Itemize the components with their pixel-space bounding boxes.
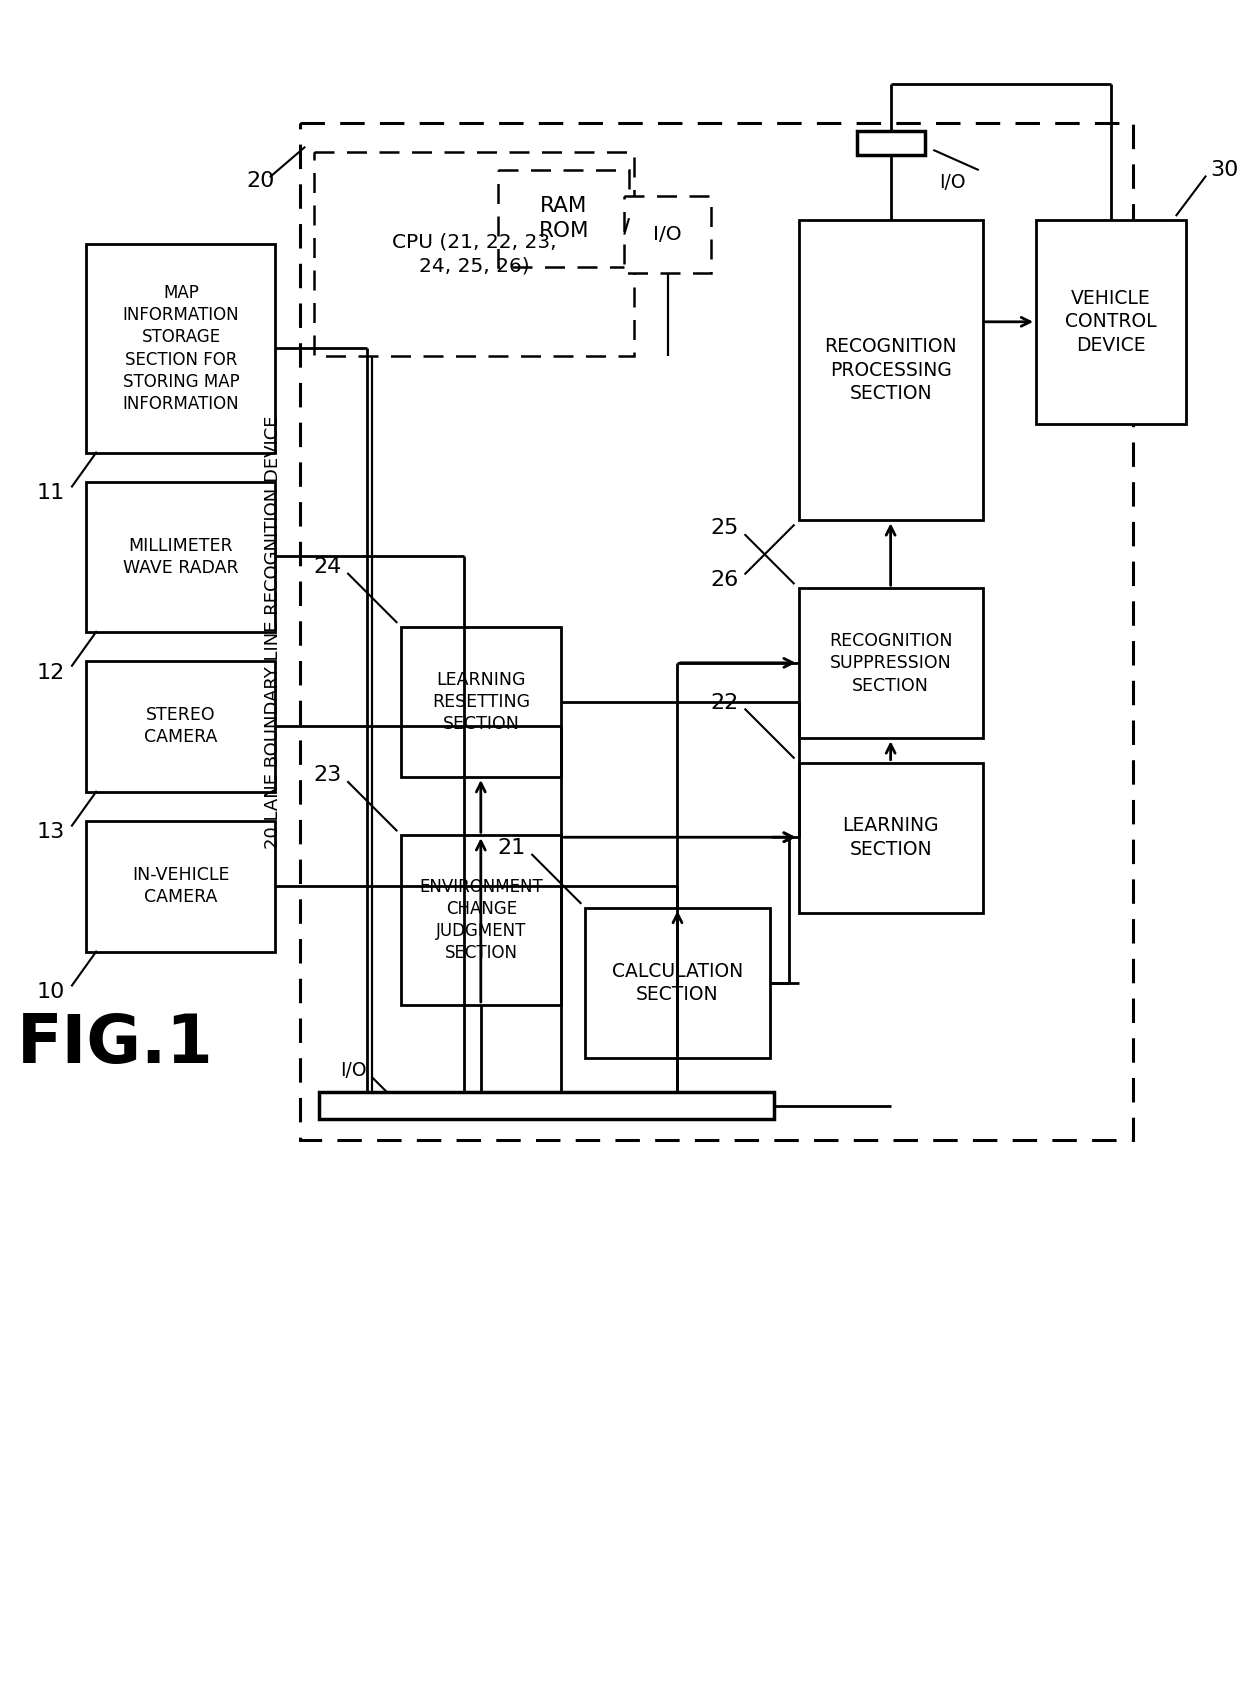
Bar: [799, 763, 982, 912]
Text: 11: 11: [37, 483, 66, 503]
Text: 23: 23: [312, 765, 341, 785]
Text: RECOGNITION
SUPPRESSION
SECTION: RECOGNITION SUPPRESSION SECTION: [828, 632, 952, 694]
Text: VEHICLE
CONTROL
DEVICE: VEHICLE CONTROL DEVICE: [1065, 289, 1157, 355]
Text: 10: 10: [37, 983, 66, 1002]
Text: ENVIRONMENT
CHANGE
JUDGMENT
SECTION: ENVIRONMENT CHANGE JUDGMENT SECTION: [419, 878, 543, 963]
Bar: [87, 481, 275, 632]
Bar: [87, 821, 275, 951]
Text: 22: 22: [711, 692, 739, 713]
Bar: [87, 245, 275, 453]
Text: LEARNING
SECTION: LEARNING SECTION: [842, 816, 939, 860]
Bar: [314, 152, 634, 356]
Text: 13: 13: [37, 823, 66, 843]
Text: I/O: I/O: [340, 1061, 366, 1081]
Text: CALCULATION
SECTION: CALCULATION SECTION: [611, 961, 743, 1005]
Bar: [498, 169, 629, 267]
Text: 20: 20: [247, 171, 275, 191]
Text: STEREO
CAMERA: STEREO CAMERA: [144, 706, 218, 747]
Text: 30: 30: [1210, 160, 1239, 179]
Bar: [402, 627, 562, 777]
Bar: [1035, 220, 1187, 424]
Text: RECOGNITION
PROCESSING
SECTION: RECOGNITION PROCESSING SECTION: [825, 338, 957, 404]
Text: 20 LANE BOUNDARY LINE RECOGNITION DEVICE: 20 LANE BOUNDARY LINE RECOGNITION DEVICE: [264, 415, 281, 848]
Bar: [799, 220, 982, 520]
Bar: [402, 836, 562, 1005]
Bar: [624, 196, 712, 274]
Text: 21: 21: [497, 838, 526, 858]
Bar: [319, 1093, 774, 1120]
Text: 12: 12: [37, 662, 66, 682]
Text: I/O: I/O: [939, 172, 966, 193]
Text: I/O: I/O: [653, 225, 682, 245]
Text: FIG.1: FIG.1: [17, 1010, 215, 1076]
Bar: [799, 588, 982, 738]
Bar: [857, 132, 925, 155]
Text: 26: 26: [711, 571, 739, 591]
Bar: [300, 123, 1133, 1140]
Text: 25: 25: [711, 519, 739, 539]
Text: CPU (21, 22, 23,
24, 25, 26): CPU (21, 22, 23, 24, 25, 26): [392, 233, 557, 275]
Text: MAP
INFORMATION
STORAGE
SECTION FOR
STORING MAP
INFORMATION: MAP INFORMATION STORAGE SECTION FOR STOR…: [123, 284, 239, 412]
Text: IN-VEHICLE
CAMERA: IN-VEHICLE CAMERA: [133, 866, 229, 907]
Bar: [87, 660, 275, 792]
Text: RAM
ROM: RAM ROM: [538, 196, 589, 240]
Text: MILLIMETER
WAVE RADAR: MILLIMETER WAVE RADAR: [123, 537, 239, 578]
Text: LEARNING
RESETTING
SECTION: LEARNING RESETTING SECTION: [433, 671, 531, 733]
Text: 24: 24: [312, 557, 341, 578]
Bar: [585, 909, 770, 1057]
